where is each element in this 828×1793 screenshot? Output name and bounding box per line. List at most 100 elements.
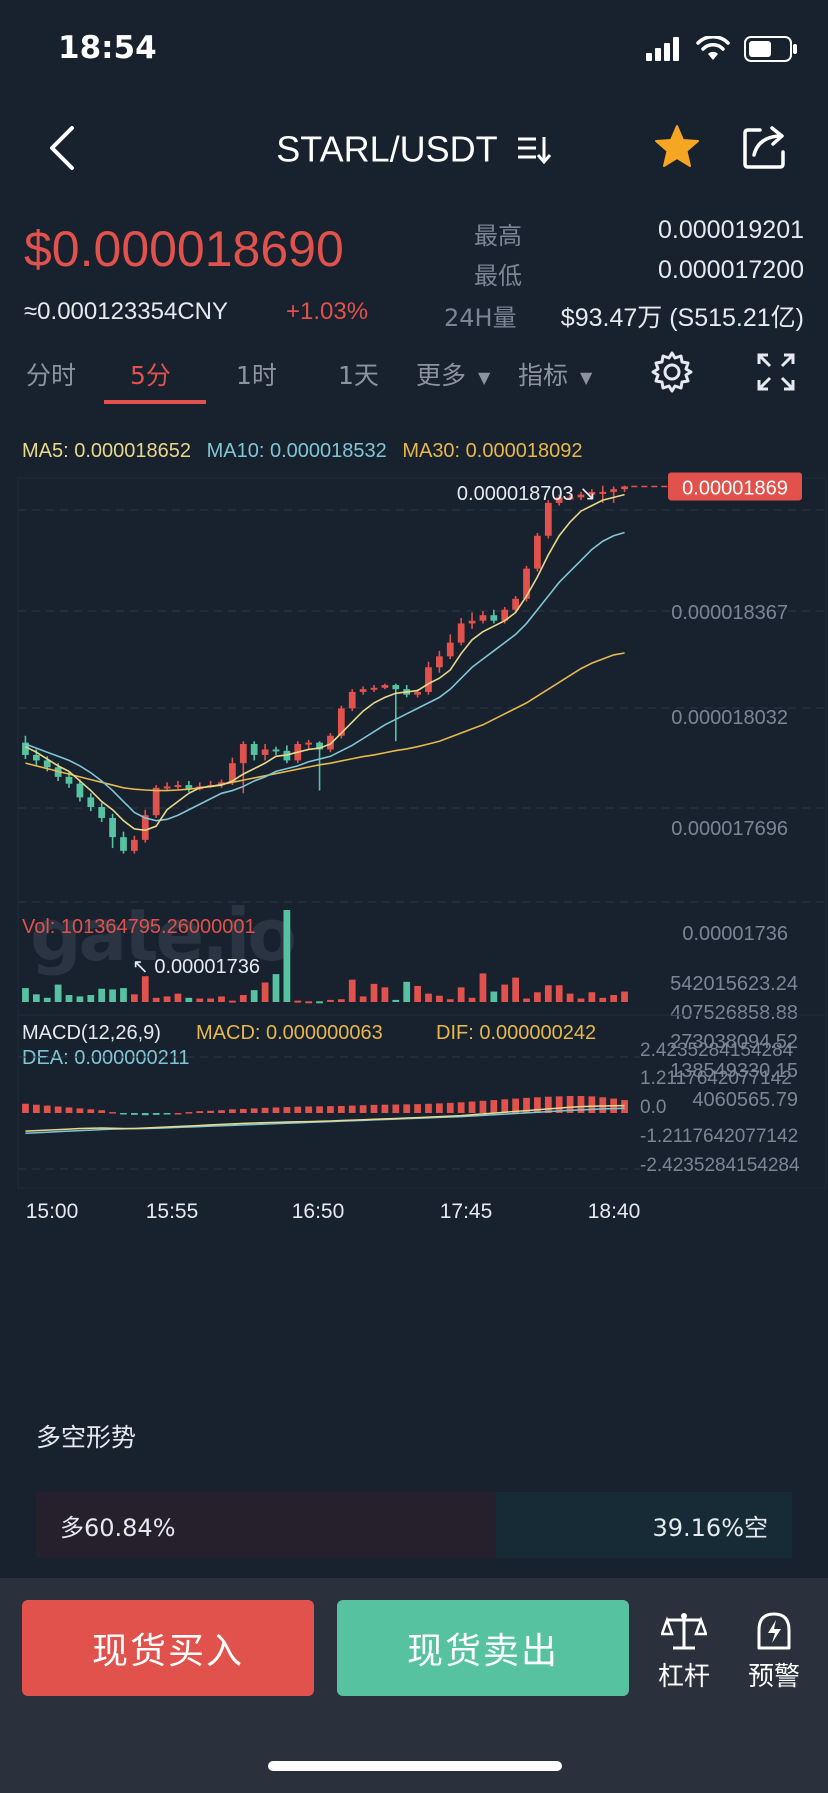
volume-bar xyxy=(501,984,509,1002)
macd-hist-bar xyxy=(523,1097,530,1113)
tab-more[interactable]: 更多 ▼ xyxy=(416,356,490,392)
candle-body xyxy=(250,743,258,755)
candle-body xyxy=(65,776,73,784)
candle-body xyxy=(523,568,530,599)
volume-bar xyxy=(555,985,563,1002)
low-label: 最低 xyxy=(474,262,522,290)
candle-body xyxy=(98,806,106,818)
volume-bar xyxy=(435,995,443,1002)
candle-body xyxy=(512,598,520,610)
fullscreen-icon[interactable] xyxy=(756,352,796,392)
alert-bolt-icon xyxy=(757,1612,791,1650)
candle-body xyxy=(479,615,487,621)
volume-bar xyxy=(599,997,607,1002)
home-indicator xyxy=(268,1761,562,1771)
candle-body xyxy=(370,687,378,690)
x-tick-label: 16:50 xyxy=(292,1200,345,1223)
x-tick-label: 15:00 xyxy=(26,1200,79,1223)
tab-1hour[interactable]: 1时 xyxy=(236,361,277,390)
macd-hist-bar xyxy=(120,1113,127,1115)
volume-bar xyxy=(381,987,389,1002)
active-tab-indicator xyxy=(104,400,206,404)
macd-hist-bar xyxy=(54,1106,62,1113)
candle-body xyxy=(359,689,367,692)
volume-bar xyxy=(523,998,530,1002)
tab-indicators[interactable]: 指标 ▼ xyxy=(518,356,592,392)
pair-selector[interactable]: STARL/USDT xyxy=(0,126,828,170)
tab-1day[interactable]: 1天 xyxy=(338,361,379,390)
macd-hist-bar xyxy=(588,1096,596,1113)
volume-bar xyxy=(65,995,73,1002)
candle-body xyxy=(316,742,323,750)
candle-body xyxy=(501,609,509,621)
chevron-down-icon: ▼ xyxy=(580,367,593,387)
low-value: 0.000017200 xyxy=(658,256,804,284)
volume-bar xyxy=(479,973,487,1002)
sentiment-title: 多空形势 xyxy=(36,1423,137,1452)
macd-hist-bar xyxy=(305,1106,313,1113)
bottom-action-bar: 现货买入 现货卖出 杠杆 预警 xyxy=(0,1578,828,1793)
candle-body xyxy=(109,817,116,838)
candle-body xyxy=(337,708,345,736)
macd-hist-bar xyxy=(337,1105,345,1113)
dif-line xyxy=(25,1104,625,1132)
macd-hist-bar xyxy=(348,1105,356,1113)
x-tick-label: 17:45 xyxy=(440,1200,493,1223)
x-tick-label: 15:55 xyxy=(146,1200,199,1223)
macd-hist-bar xyxy=(152,1113,160,1115)
volume-bar xyxy=(196,998,204,1002)
macd-hist-bar xyxy=(87,1109,95,1113)
macd-hist-bar xyxy=(446,1102,454,1113)
macd-hist-bar xyxy=(22,1103,29,1113)
macd-hist-bar xyxy=(229,1109,236,1113)
volume-bar xyxy=(327,999,334,1002)
macd-hist-bar xyxy=(141,1113,149,1116)
volume-bar xyxy=(54,984,62,1002)
volume-label: Vol: 101364795.26000001 xyxy=(22,916,256,938)
current-price-tag-bg xyxy=(668,472,802,501)
macd-hist-bar xyxy=(43,1105,51,1113)
ma-legend: MA5: 0.000018652 MA10: 0.000018532 MA30:… xyxy=(22,440,582,463)
spot-sell-button[interactable]: 现货卖出 xyxy=(337,1600,629,1696)
volume-bar xyxy=(163,996,171,1002)
candle-body xyxy=(305,742,313,745)
macd-hist-bar xyxy=(381,1104,389,1113)
volume-bar xyxy=(305,1001,313,1004)
candle-body xyxy=(621,486,628,490)
back-icon[interactable] xyxy=(40,120,90,176)
volume-bar xyxy=(370,983,378,1002)
kline-chart[interactable]: MA5: 0.000018652 MA10: 0.000018532 MA30:… xyxy=(0,430,828,1350)
max-price-marker: 0.000018703 ↘ xyxy=(457,483,596,505)
volume-bar xyxy=(76,996,84,1002)
spot-buy-button[interactable]: 现货买入 xyxy=(22,1600,314,1696)
volume-bar xyxy=(207,998,215,1002)
leverage-button[interactable]: 杠杆 xyxy=(644,1610,724,1693)
signal-icon xyxy=(646,37,679,61)
macd-params: MACD(12,26,9) xyxy=(22,1022,161,1044)
macd-hist-bar xyxy=(512,1098,520,1113)
volume-bar xyxy=(425,993,432,1002)
volume-bar xyxy=(283,910,291,1002)
favorite-star-icon[interactable] xyxy=(652,122,702,172)
candle-body xyxy=(446,642,454,657)
tab-5min[interactable]: 5分 xyxy=(130,361,171,390)
tab-timeshare[interactable]: 分时 xyxy=(26,361,77,390)
candle-body xyxy=(141,815,149,840)
volume-bar xyxy=(359,996,367,1002)
macd-hist-bar xyxy=(250,1108,258,1113)
price-alert-button[interactable]: 预警 xyxy=(734,1610,814,1693)
volume-bar xyxy=(261,982,269,1002)
x-tick-label: 18:40 xyxy=(588,1200,641,1223)
volume-bar xyxy=(468,997,476,1002)
settings-gear-icon[interactable] xyxy=(650,350,694,394)
y-tick-label: 0.000018032 xyxy=(671,707,788,729)
macd-hist-bar xyxy=(534,1097,541,1113)
status-icons xyxy=(646,36,798,62)
ma30-label: MA30: 0.000018092 xyxy=(402,440,583,462)
candle-body xyxy=(392,685,400,690)
chevron-down-icon: ▼ xyxy=(478,367,491,387)
macd-y-tick: 1.2117642077142 xyxy=(640,1068,792,1089)
share-icon[interactable] xyxy=(740,122,790,172)
macd-hist-bar xyxy=(457,1102,465,1113)
volume-bar xyxy=(337,999,345,1002)
